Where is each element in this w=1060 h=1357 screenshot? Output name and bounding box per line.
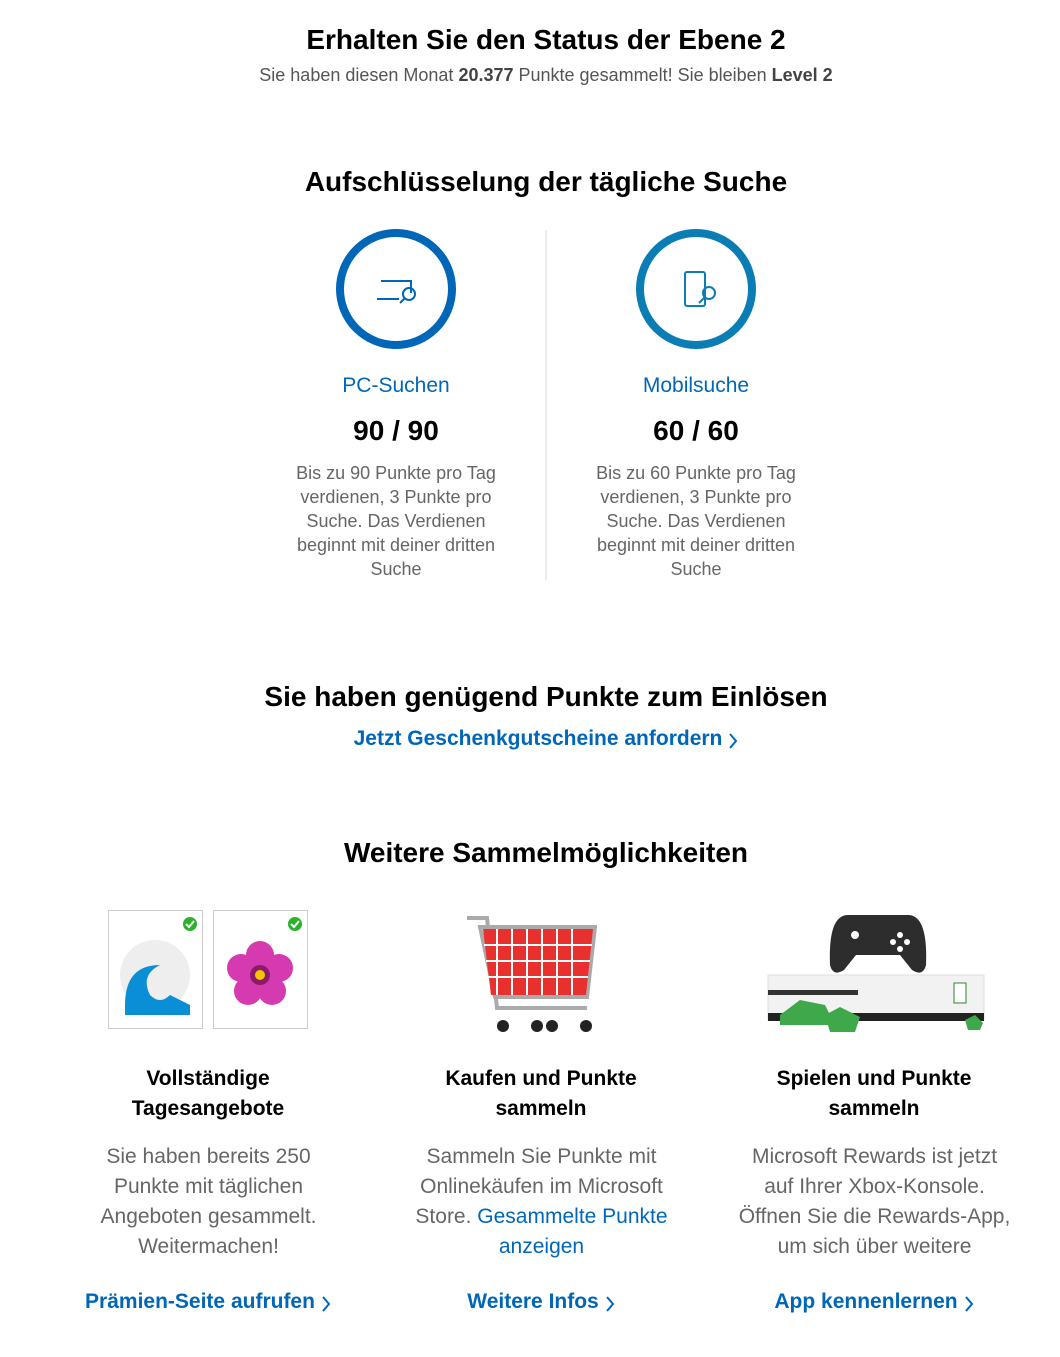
status-subtitle: Sie haben diesen Monat 20.377 Punkte ges… <box>0 65 1060 86</box>
redeem-link-wrap: Jetzt Geschenkgutscheine anfordern <box>0 727 1060 751</box>
item-title: Spielen und Punkte sammeln <box>776 1067 972 1120</box>
chevron <box>605 1296 615 1312</box>
item-description: Sie haben bereits 250 Punkte mit täglich… <box>71 1142 346 1262</box>
breakdown-title: Aufschlüsselung der tägliche Suche <box>304 166 788 197</box>
card-description: Bis zu 60 Punkte pro Tag verdienen, 3 Pu… <box>596 463 796 579</box>
level: Level 2 <box>771 65 833 85</box>
chevron <box>964 1296 973 1312</box>
text: Sammeln Sie Punkte mit Onlinekäufen im M… <box>415 1145 663 1228</box>
item-link-wrap: Prämien-Seite aufrufen <box>58 1290 358 1314</box>
item-title: Kaufen und Punkte sammeln <box>445 1067 637 1120</box>
text: Sie haben diesen Monat <box>259 65 459 85</box>
breakdown-graphics <box>336 229 756 580</box>
item-link[interactable]: App kennenlernen <box>774 1290 958 1313</box>
text: Punkte gesammelt! Sie bleiben <box>513 65 772 85</box>
item-link-wrap: Weitere Infos <box>391 1290 691 1314</box>
chevron <box>322 1296 331 1312</box>
points: 20.377 <box>458 65 514 85</box>
redeem-link[interactable]: Jetzt Geschenkgutscheine anfordern <box>353 727 723 750</box>
description-link[interactable]: Gesammelte Punkte anzeigen <box>477 1205 668 1258</box>
chevron <box>729 733 738 749</box>
card-label: PC-Suchen <box>342 374 450 397</box>
status-title: Erhalten Sie den Status der Ebene 2 <box>306 24 786 55</box>
more-title: Weitere Sammelmöglichkeiten <box>343 837 749 868</box>
card-description: Bis zu 90 Punkte pro Tag verdienen, 3 Pu… <box>296 463 496 579</box>
item-link[interactable]: Weitere Infos <box>467 1290 599 1313</box>
item-description: Microsoft Rewards ist jetzt auf Ihrer Xb… <box>737 1142 1012 1262</box>
redeem-title: Sie haben genügend Punkte zum Einlösen <box>264 681 828 712</box>
card-progress: 90 / 90 <box>353 415 439 446</box>
item-link-wrap: App kennenlernen <box>724 1290 1024 1314</box>
text: Sie haben bereits 250 Punkte mit täglich… <box>100 1145 317 1258</box>
more-images <box>108 910 985 1032</box>
card-progress: 60 / 60 <box>653 415 739 446</box>
item-link[interactable]: Prämien-Seite aufrufen <box>85 1290 315 1313</box>
text: Microsoft Rewards ist jetzt auf Ihrer Xb… <box>738 1145 1011 1258</box>
item-description: Sammeln Sie Punkte mit Onlinekäufen im M… <box>404 1142 679 1262</box>
card-label: Mobilsuche <box>642 374 750 397</box>
item-title: Vollständige Tagesangebote <box>131 1067 285 1120</box>
